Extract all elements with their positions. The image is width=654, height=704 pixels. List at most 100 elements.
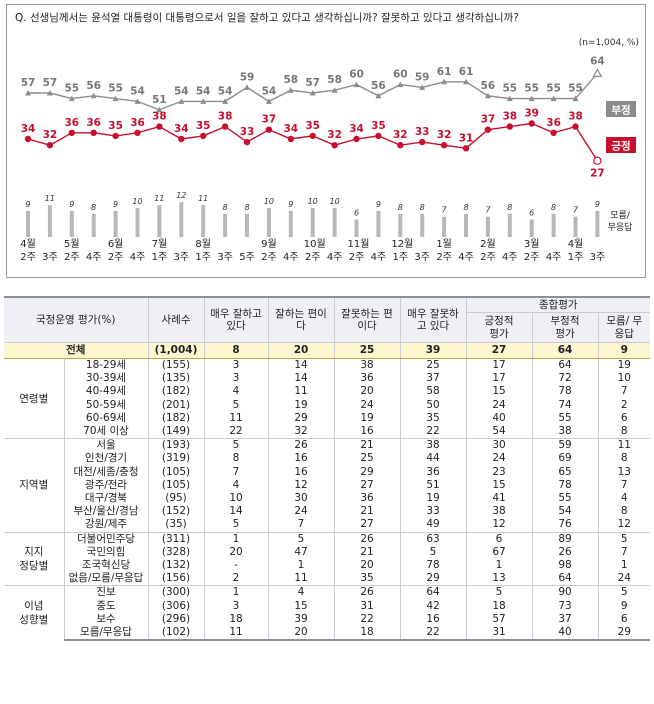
- header-summary: 종합평가: [466, 296, 650, 313]
- table-row: 지지 정당별 더불어민주당 (311) 1 5 26 63 6 89 5: [4, 531, 650, 586]
- table-cell: 5: [204, 438, 269, 453]
- table-row: 60-69세 (182) 11 29 19 35 40 55 6: [4, 411, 650, 426]
- table-row: 국민의힘 (328) 20 47 21 5 67 26 7: [4, 545, 650, 560]
- table-cell: 90: [532, 585, 599, 600]
- table-cell: 1: [466, 559, 533, 573]
- table-cell: 13: [466, 572, 533, 586]
- table-cell: 16: [400, 612, 467, 627]
- table-cell: 35: [400, 411, 467, 426]
- table-cell: (132): [148, 559, 205, 573]
- table-cell: (193): [148, 438, 205, 453]
- positive-point: [134, 129, 141, 137]
- series-dontknow: 9 11 9 8 9 10 11 12 11 8 8 10 9 10 10 6 9 8 8 7 8 7 8 6 8 7 9: [25, 191, 600, 237]
- row-label: 50-59세: [64, 398, 149, 412]
- table-cell: 7: [620, 478, 628, 491]
- table-cell: (155): [148, 358, 205, 373]
- table-cell: 6: [620, 411, 628, 424]
- table-cell: 36: [334, 372, 401, 386]
- positive-label: 27: [590, 168, 605, 180]
- negative-point: [25, 90, 31, 96]
- dontknow-bar: [310, 208, 315, 237]
- table-cell: 76: [532, 518, 599, 533]
- negative-point: [331, 87, 338, 93]
- dontknow-label: 11: [198, 194, 208, 203]
- positive-label: 34: [349, 123, 364, 135]
- negative-point: [112, 95, 119, 102]
- table-cell: 3: [204, 372, 269, 386]
- table-cell: 9: [620, 599, 628, 612]
- x-tick-week: 4주: [458, 252, 474, 263]
- negative-point: [592, 68, 603, 77]
- dontknow-label: 11: [45, 194, 55, 203]
- positive-point: [331, 141, 338, 149]
- x-tick-month: 12월: [391, 238, 413, 250]
- table-cell: 19: [400, 492, 467, 506]
- dontknow-bar: [47, 205, 52, 237]
- positive-point: [243, 138, 251, 146]
- x-tick-week: 2주: [108, 252, 124, 263]
- x-tick-week: 2주: [436, 252, 452, 263]
- header-good: 잘하는 편이다: [268, 296, 335, 343]
- dontknow-label: 8: [223, 203, 228, 212]
- negative-point: [46, 90, 53, 96]
- x-tick-week: 2주: [349, 252, 365, 263]
- positive-point: [572, 123, 579, 130]
- table-cell: 78: [532, 385, 599, 399]
- table-cell: 15: [466, 385, 533, 399]
- table-cell: 18: [334, 626, 401, 642]
- positive-point: [90, 129, 97, 137]
- positive-point: [419, 138, 426, 146]
- table-cell: 26: [532, 545, 599, 560]
- positive-label: 35: [371, 120, 386, 132]
- question-text: Q. 선생님께서는 윤석열 대통령이 대통령으로서 일을 잘하고 있다고 생각하…: [15, 11, 519, 24]
- row-label: 강원/제주: [64, 518, 149, 533]
- dontknow-bar: [376, 210, 381, 237]
- table-row: 40-49세 (182) 4 11 20 58 15 78 7: [4, 385, 650, 399]
- positive-point: [550, 129, 557, 137]
- table-cell: 8: [620, 425, 628, 438]
- table-cell: 37: [400, 372, 467, 386]
- header-evaluation: 국정운영 평가(%): [4, 296, 149, 343]
- negative-label: 55: [524, 83, 539, 95]
- table-cell: 8: [620, 452, 628, 465]
- positive-point: [440, 141, 448, 149]
- table-row: 중도 (306) 3 15 31 42 18 73 9: [4, 599, 650, 613]
- row-label: 대전/세종/충청: [64, 465, 149, 479]
- table-cell: 17: [466, 358, 533, 373]
- table-row: 대구/경북 (95) 10 30 36 19 41 55 4: [4, 492, 650, 506]
- x-tick-month: 4월: [20, 238, 36, 250]
- positive-point: [397, 141, 404, 149]
- table-cell: 3: [204, 599, 269, 613]
- table-cell: (201): [148, 398, 205, 412]
- legend-dontknow-label: 모름/: [610, 210, 631, 221]
- x-tick-month: 7월: [152, 238, 168, 250]
- negative-label: 55: [546, 83, 561, 95]
- table-cell: (319): [148, 452, 205, 466]
- group-label: 지역별: [4, 438, 65, 533]
- positive-label: 38: [152, 111, 167, 123]
- table-cell: 13: [617, 465, 631, 478]
- table-cell: 15: [466, 478, 533, 493]
- x-tick-week: 3주: [590, 252, 606, 263]
- positive-label: 32: [327, 129, 342, 141]
- table-row: 30-39세 (135) 3 14 36 37 17 72 10: [4, 372, 650, 386]
- table-cell: 12: [466, 518, 533, 533]
- group-label-line: 정당별: [19, 560, 49, 573]
- table-cell: 25: [334, 452, 401, 466]
- table-cell: 21: [334, 438, 401, 453]
- table-cell: (102): [148, 626, 205, 642]
- series-negative: 57 57 55 56 55 54 51 54 54 54 59 54 58 57 58 60 56 60 59 61…: [21, 55, 605, 113]
- table-cell: 22: [204, 425, 269, 439]
- table-cell: 39: [268, 612, 335, 627]
- row-label: 18-29세: [64, 358, 149, 373]
- dontknow-label: 8: [398, 203, 403, 212]
- table-cell: 7: [268, 518, 335, 533]
- table-cell: 63: [400, 531, 467, 546]
- table-cell: 4: [268, 585, 335, 600]
- table-cell: 74: [532, 398, 599, 412]
- table-cell: 11: [268, 385, 335, 399]
- negative-point: [419, 84, 426, 90]
- table-row: 인천/경기 (319) 8 16 25 44 24 69 8: [4, 452, 650, 466]
- table-cell: 27: [334, 478, 401, 493]
- table-cell: 54: [466, 425, 533, 439]
